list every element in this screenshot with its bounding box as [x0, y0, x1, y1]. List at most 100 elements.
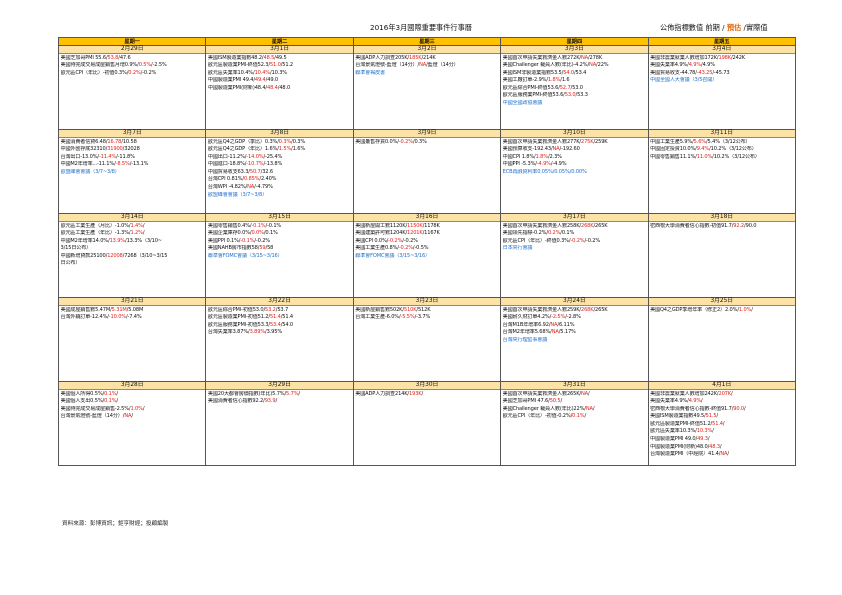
- meeting-event: 中國全國人大會議（3/5召開）: [650, 77, 793, 85]
- forecast-value: 10.4%: [254, 69, 271, 76]
- forecast-value: 90.0: [733, 405, 745, 412]
- actual-value: /-45.73: [712, 69, 730, 76]
- indicator-event: 中國M2年增率...-11.1%/-8.5%/-13.1%: [61, 161, 204, 169]
- forecast-value: 93.9: [264, 398, 276, 405]
- forecast-value: 510K: [403, 306, 417, 313]
- forecast-value: 5.6%: [693, 138, 706, 145]
- actual-value: /: [560, 398, 563, 405]
- forecast-value: 0.2%: [128, 69, 141, 76]
- indicator-event: 美國新屋開工數1120K/1150K/1178K: [355, 223, 498, 231]
- indicator-event: 美國首次申請失業救濟金人數277K/275K/259K: [503, 139, 646, 147]
- indicator-event: 台灣WPI -4.82%/NA/-4.79%: [208, 184, 351, 192]
- event-text: 密西根大學消費者信心指數-終值91.7/: [650, 405, 734, 412]
- indicator-event: 歐元區失業率10.4%/10.4%/10.3%: [208, 70, 351, 78]
- indicator-event: 美國ISM製造業指數49.5/51.5/: [650, 413, 793, 421]
- event-list: 美國首次申請失業救濟金人數265K/NA/美國芝加哥PMI 47.6/50.5/…: [501, 390, 647, 421]
- actual-value: /54.0: [280, 321, 294, 328]
- indicator-event: 美國成屋銷售數5.47M/5.31M/5.08M: [61, 307, 204, 315]
- event-text: 美國Challenger 裁員人數(年比)-4.2%/: [502, 62, 590, 69]
- day-date: 3月17日: [501, 214, 648, 222]
- event-calendar-table: 星期一 星期二 星期三 星期四 星期五 2月29日 美國芝加哥PMI 55.6/5…: [57, 37, 797, 466]
- forecast-value: 10.3%: [696, 428, 713, 435]
- event-text: 中國製造業PMI(財新)48.0/: [650, 443, 710, 450]
- event-text: 台灣失業率3.87%/: [207, 329, 250, 336]
- event-text: 美國零售銷售0.4%/: [207, 222, 252, 229]
- actual-value: /0.00%: [569, 168, 587, 175]
- event-text: 歐元區工業生產（月比）-1.0%/: [60, 222, 131, 229]
- event-text: 中國製造業PMI(財新)48.4/: [207, 84, 267, 91]
- actual-value: /: [730, 390, 733, 397]
- actual-value: /: [707, 436, 710, 443]
- actual-value: /7268（3/10~3/15: [122, 252, 168, 259]
- forecast-value: -10.0%: [108, 314, 126, 321]
- event-text: 台灣景氣燈號-藍燈（14分）/: [60, 413, 125, 420]
- actual-value: /49.0: [265, 77, 278, 84]
- actual-value: /10.3%: [270, 69, 287, 76]
- actual-value: /22%: [596, 62, 609, 69]
- day-cell: 3月2日 美國ADP人力調查205K/185K/214K 台灣景氣燈號-藍燈（14分…: [352, 45, 502, 130]
- day-date: 3月22日: [206, 298, 353, 306]
- indicator-event: 美國首次申請失業救濟金人數259K/268K/265K: [503, 307, 646, 315]
- forecast-value: 49.4: [254, 77, 266, 84]
- event-text: 美國非農業就業人數增加172K/: [650, 54, 719, 61]
- forecast-value: 4.9%: [688, 398, 702, 405]
- indicator-event: 美國預算收支-192.43/NA/-192.60: [503, 146, 646, 154]
- forecast-value: 51.5: [705, 413, 717, 420]
- actual-value: /-4.79%: [254, 184, 273, 191]
- day-cell: 2月29日 美國芝加哥PMI 55.6/53.8/47.6 美國待完成交易成屋銷售月…: [57, 45, 207, 130]
- indicator-event: 中國進口-18.8%/-10.7%/-13.8%: [208, 161, 351, 169]
- day-cell: 3月23日 美國新屋銷售數502K/510K/512K 台灣工業生產-6.0%/-5…: [352, 297, 502, 382]
- event-text: 日本央行會議: [502, 245, 533, 252]
- forecast-value: 275K: [580, 138, 594, 145]
- day-date: 3月8日: [206, 130, 353, 138]
- event-text: 歐元區工業生產（年比）-1.3%/: [60, 230, 131, 237]
- event-text: 歐元區服務業PMI-初值53.3/: [207, 321, 270, 328]
- day-date: 3月15日: [206, 214, 353, 222]
- forecast-value: NA: [589, 62, 597, 69]
- event-list: 美國ADP人力調查214K/193K/: [354, 390, 500, 399]
- actual-value: /-0.5%: [412, 245, 429, 252]
- actual-value: /-0.1%: [265, 222, 282, 229]
- day-date: 3月2日: [353, 46, 501, 54]
- event-text: 台灣CPI 0.81%/: [207, 176, 244, 183]
- indicator-event: 中國CPI 1.8%/1.8%/2.3%: [503, 154, 646, 162]
- indicator-event: 中國出口-11.2%/-14.0%/-25.4%: [208, 154, 351, 162]
- actual-value: /5.08M: [126, 306, 144, 313]
- actual-value: /: [142, 230, 145, 237]
- event-text: 美國芝加哥PMI 55.6/: [60, 54, 108, 61]
- forecast-value: NA: [550, 321, 558, 328]
- event-text: 美國ISM製造業指數48.2/: [207, 54, 264, 61]
- actual-value: /: [116, 390, 118, 397]
- forecast-value: 1201K: [407, 230, 423, 237]
- forecast-value: 53.2: [265, 306, 276, 313]
- indicator-event: 歐元區綜合PMI-初值53.0/53.2/53.7: [208, 307, 351, 315]
- forecast-value: NA: [247, 184, 255, 191]
- indicator-event: 台灣景氣燈號-藍燈（14分）/NA/藍燈（14分）: [355, 62, 498, 70]
- actual-value: /: [727, 451, 729, 458]
- actual-value: /5.4%（3/12公布）: [705, 138, 751, 145]
- indicator-event: 中國固定投資10.0%/9.4%/10.2%（3/12公布）: [650, 146, 793, 154]
- actual-value: /-0.2%: [584, 237, 601, 244]
- legend: 公佈指標數值 前期 / 預估 /實際值: [660, 23, 768, 32]
- forecast-value: -11.4%: [98, 153, 117, 160]
- actual-value: /: [751, 306, 753, 313]
- meeting-event: 中國全國政協會議: [503, 100, 646, 108]
- event-list: 美國非農業就業人數增加242K/207K/美國失業率4.9%/4.9%/密西根大…: [649, 390, 795, 459]
- weekday-header-row: 星期一 星期二 星期三 星期四 星期五: [57, 37, 797, 46]
- event-text: 歐元區Q4之GDP（年比）1.6%/: [207, 146, 279, 153]
- actual-value: /53.0: [570, 84, 583, 91]
- meeting-event: 台灣央行理監事會議: [503, 337, 646, 345]
- event-list: 密西根大學消費者信心指數-初值91.7/92.2/90.0: [649, 222, 795, 231]
- forecast-value: -8.5%: [115, 161, 130, 168]
- forecast-value: 51.4: [269, 314, 281, 321]
- day-cell: 3月29日 美國20大都會房價指數(年比)5.7%/5.7%/美國消費者信心指數9…: [205, 381, 354, 466]
- indicator-event: 美國20大都會房價指數(年比)5.7%/5.7%/: [208, 391, 351, 399]
- day-date: 3月11日: [648, 130, 795, 138]
- weekday-header: 星期一: [57, 37, 207, 46]
- indicator-event: 美國工業生產0.8%/-0.2%/-0.5%: [355, 245, 498, 253]
- forecast-value: -4.9%: [536, 161, 551, 168]
- indicator-event: 中國製造業PMI(財新)48.0/48.3/: [650, 444, 793, 452]
- indicator-event: 歐元區CPI（年比）-初值-0.2%/0.1%/: [503, 413, 646, 421]
- indicator-event: 歐元區製造業PMI-初值51.2/51.4/51.4: [208, 314, 351, 322]
